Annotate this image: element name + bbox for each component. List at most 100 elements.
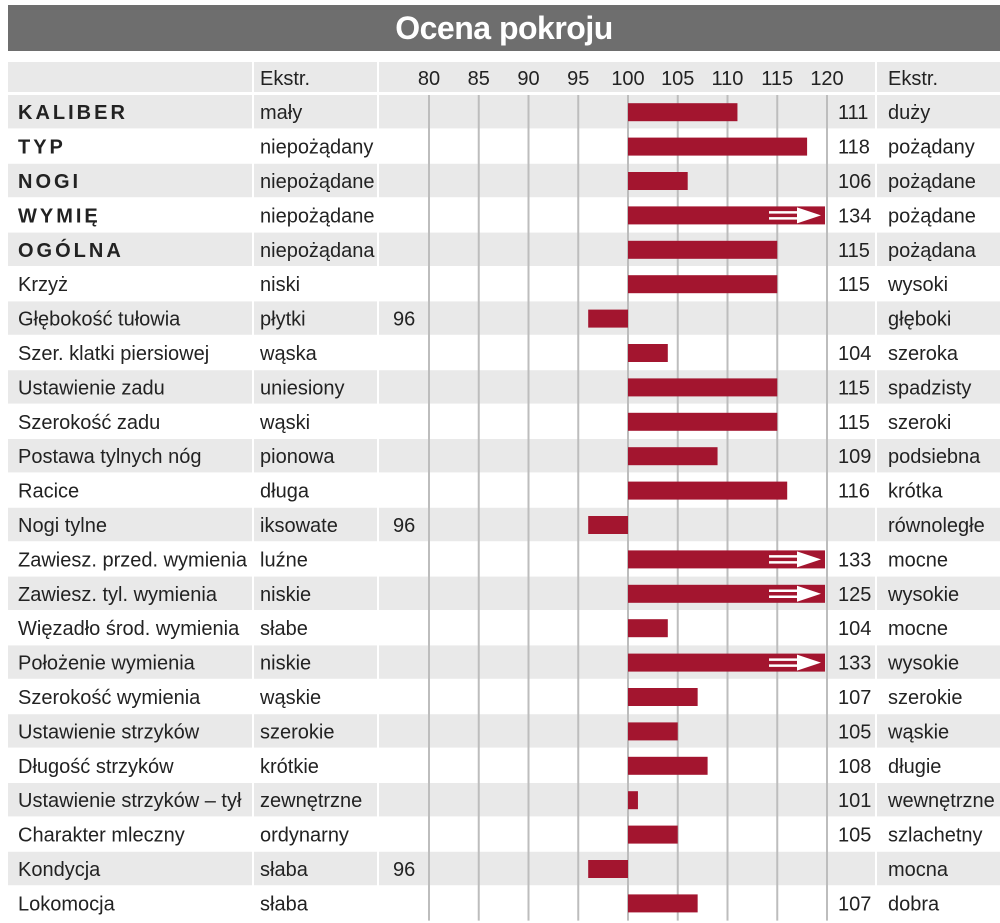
value-bar	[588, 309, 628, 328]
low-extreme-label: iksowate	[260, 515, 338, 537]
trait-label: TYP	[18, 137, 66, 159]
value-label: 134	[838, 205, 871, 227]
trait-label: Charakter mleczny	[18, 825, 185, 847]
high-extreme-label: dobra	[888, 893, 940, 915]
chart-row: Szerokość zadu wąski szeroki 115	[18, 412, 951, 434]
high-extreme-label: długie	[888, 756, 941, 778]
value-bar	[628, 481, 788, 500]
value-label: 115	[838, 274, 870, 296]
tick-label-80: 80	[418, 68, 440, 90]
value-label: 118	[838, 137, 870, 159]
value-label: 96	[393, 859, 415, 881]
low-extreme-label: słaba	[260, 859, 309, 881]
trait-label: Racice	[18, 481, 79, 503]
high-extreme-label: wysoki	[887, 274, 948, 296]
value-label: 107	[838, 893, 871, 915]
value-bar	[628, 825, 678, 844]
high-extreme-label: szeroki	[888, 412, 951, 434]
value-bar	[628, 172, 688, 190]
chart-title: Ocena pokroju	[8, 5, 1000, 51]
row-band	[8, 851, 1000, 886]
trait-label: Położenie wymienia	[18, 653, 196, 675]
low-extreme-label: słabe	[260, 618, 308, 640]
value-bar	[628, 756, 708, 775]
low-extreme-label: niski	[260, 274, 300, 296]
tick-label-85: 85	[468, 68, 490, 90]
header-ekstr-right: Ekstr.	[888, 68, 938, 90]
chart-row: Szer. klatki piersiowej wąska szeroka 104	[18, 343, 959, 365]
value-bar	[628, 447, 718, 466]
trait-label: Lokomocja	[18, 893, 116, 915]
overflow-arrow-head	[797, 207, 821, 224]
chart-row: Położenie wymienia niskie wysokie 133	[18, 653, 959, 675]
row-band	[8, 95, 1000, 129]
row-band	[8, 301, 1000, 335]
chart-row: Ustawienie strzyków – tył zewnętrzne wewnę…	[18, 790, 995, 812]
value-label: 111	[838, 102, 868, 124]
low-extreme-label: mały	[260, 102, 302, 124]
trait-label: Ustawienie strzyków – tył	[18, 790, 242, 812]
tick-label-110: 110	[712, 68, 744, 90]
value-bar	[628, 791, 638, 810]
value-bar	[628, 240, 778, 259]
row-band	[8, 370, 1000, 404]
high-extreme-label: głęboki	[888, 309, 951, 331]
tick-label-115: 115	[761, 68, 793, 90]
value-label: 104	[838, 618, 871, 640]
chart-row: OGÓLNA niepożądana pożądana 115	[18, 238, 977, 262]
chart-row: Lokomocja słaba dobra 107	[18, 893, 940, 915]
high-extreme-label: pożądane	[888, 205, 976, 227]
high-extreme-label: szeroka	[888, 343, 959, 365]
value-label: 109	[838, 446, 871, 468]
trait-label: WYMIĘ	[18, 205, 101, 227]
trait-label: Ustawienie zadu	[18, 377, 165, 399]
low-extreme-label: luźne	[260, 549, 308, 571]
value-label: 115	[838, 412, 870, 434]
header-ekstr-left: Ekstr.	[260, 68, 310, 90]
value-bar	[628, 688, 698, 706]
chart-row: Zawiesz. tyl. wymienia niskie wysokie 125	[18, 584, 959, 606]
value-label: 107	[838, 687, 871, 709]
value-bar	[628, 206, 825, 225]
trait-label: Szer. klatki piersiowej	[18, 343, 209, 365]
high-extreme-label: szlachetny	[888, 825, 983, 847]
high-extreme-label: duży	[888, 102, 930, 124]
value-label: 96	[393, 515, 415, 537]
high-extreme-label: pożądany	[888, 137, 975, 159]
trait-label: Szerokość wymienia	[18, 687, 201, 709]
chart-row: Krzyż niski wysoki 115	[18, 274, 948, 296]
chart-row: Głębokość tułowia płytki głęboki 96	[18, 309, 951, 331]
row-band	[8, 576, 1000, 610]
chart-row: Długość strzyków krótkie długie 108	[18, 756, 941, 778]
high-extreme-label: krótka	[888, 481, 943, 503]
tick-label-90: 90	[517, 68, 539, 90]
low-extreme-label: niepożądany	[260, 137, 373, 159]
high-extreme-label: równoległe	[888, 515, 985, 537]
overflow-arrow-head	[797, 654, 821, 671]
high-extreme-label: wewnętrzne	[887, 790, 995, 812]
row-band	[8, 714, 1000, 748]
low-extreme-label: niepożądane	[260, 205, 375, 227]
row-band	[8, 163, 1000, 198]
row-band	[8, 645, 1000, 679]
value-label: 125	[838, 584, 871, 606]
overflow-arrow-head	[797, 585, 821, 602]
header-band	[8, 62, 1000, 92]
low-extreme-label: niepożądane	[260, 171, 375, 193]
value-bar	[588, 516, 628, 534]
value-label: 101	[838, 790, 871, 812]
value-bar	[628, 137, 808, 156]
value-bar	[588, 860, 628, 878]
value-label: 115	[838, 240, 870, 262]
chart-row: WYMIĘ niepożądane pożądane 134	[18, 205, 976, 227]
trait-label: Krzyż	[18, 274, 68, 296]
high-extreme-label: spadzisty	[888, 377, 971, 399]
high-extreme-label: mocne	[888, 549, 948, 571]
row-band	[8, 783, 1000, 817]
chart-row: Więzadło środ. wymienia słabe mocne 104	[18, 618, 948, 640]
tick-label-105: 105	[661, 68, 694, 90]
low-extreme-label: krótkie	[260, 756, 319, 778]
row-band	[8, 507, 1000, 542]
chart-row: TYP niepożądany pożądany 118	[18, 137, 975, 159]
